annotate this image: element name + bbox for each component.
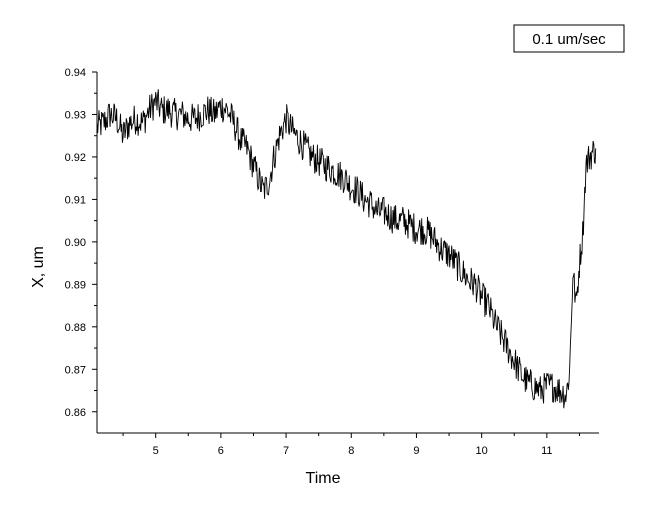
x-tick-label: 9 — [413, 445, 419, 457]
x-axis-ticks: 5 6 7 8 9 10 11 — [122, 433, 580, 457]
x-axis-title: Time — [306, 470, 341, 487]
legend-frame — [513, 24, 625, 53]
y-axis-title: X, um — [30, 246, 47, 288]
y-tick-label: 0.91 — [65, 194, 86, 206]
y-tick-label: 0.89 — [65, 279, 86, 291]
series-layer — [96, 89, 597, 409]
x-tick-label: 7 — [283, 445, 289, 457]
y-tick-label: 0.87 — [65, 364, 86, 376]
y-tick-label: 0.90 — [65, 237, 86, 249]
y-tick-label: 0.86 — [65, 407, 86, 419]
y-tick-label: 0.92 — [65, 152, 86, 164]
x-tick-label: 5 — [153, 445, 159, 457]
plot-frame — [96, 72, 599, 434]
x-tick-label: 11 — [541, 445, 552, 457]
legend-text: 0.1 um/sec — [532, 31, 606, 48]
x-tick-label: 8 — [348, 445, 354, 457]
y-tick-label: 0.94 — [65, 67, 86, 79]
series-line — [96, 89, 597, 409]
legend-box: 0.1 um/sec — [513, 24, 625, 53]
y-tick-label: 0.93 — [65, 109, 86, 121]
x-tick-label: 10 — [476, 445, 488, 457]
y-axis-ticks: 0.86 0.87 0.88 0.89 0.90 0.91 0.92 0.93 0.94 — [65, 67, 97, 419]
y-tick-label: 0.88 — [65, 322, 86, 334]
x-tick-label: 6 — [218, 445, 224, 457]
